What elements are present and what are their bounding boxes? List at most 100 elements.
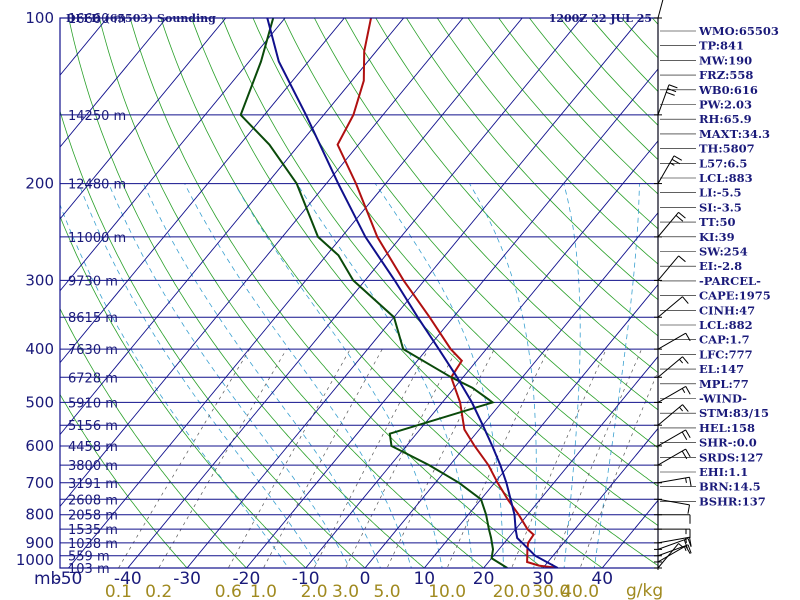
dry-adiabat-line [60, 215, 307, 568]
isotherm-line [305, 140, 658, 568]
wind-barb-feather [687, 544, 692, 554]
wind-barb-feather [685, 448, 691, 458]
wind-barb-shaft [657, 545, 686, 563]
moist-adiabat-line [296, 183, 474, 568]
wind-barb-feather [685, 386, 691, 395]
mixing-ratio-tick-label: 0.6 [215, 582, 242, 600]
index-entry: WMO:65503 [698, 24, 779, 38]
index-entry: EI:-2.8 [699, 259, 742, 273]
wind-barb-half-feather [679, 406, 684, 412]
pressure-tick-label: 400 [25, 340, 54, 358]
temperature-tick-label: -30 [173, 569, 201, 589]
height-label: 7630 m [68, 343, 118, 358]
mixing-ratio-tick-label: 0.2 [145, 582, 172, 600]
wind-barb-half-feather [681, 388, 686, 394]
wind-barb-feather [678, 211, 686, 219]
pressure-tick-label: 900 [25, 534, 54, 552]
isobar-lines [60, 17, 658, 569]
index-entry: EL:147 [699, 362, 744, 376]
mixing-ratio-tick-label: 10.0 [428, 582, 466, 600]
isotherm-line [364, 212, 658, 568]
index-entry: EHI:1.1 [699, 465, 748, 479]
dry-adiabat-line [191, 18, 658, 567]
height-label: 1535 m [68, 523, 118, 538]
wind-barb-feather [681, 431, 688, 441]
dry-adiabat-line [313, 18, 658, 411]
index-entry: CINH:47 [699, 303, 755, 317]
mixing-ratio-tick-label: 5.0 [374, 582, 401, 600]
isotherm-line [483, 355, 658, 568]
wind-barb-half-feather [685, 537, 687, 543]
pressure-tick-label: 800 [25, 506, 54, 524]
dry-adiabat-line [252, 18, 658, 487]
isotherm-line [60, 18, 405, 436]
index-entry: BSHR:137 [699, 494, 766, 508]
dry-adiabat-line [406, 18, 658, 301]
temperature-tick-label: 20 [473, 569, 495, 589]
mixing-ratio-line [313, 348, 429, 568]
temperature-tick-label: 10 [413, 569, 435, 589]
index-entry: SW:254 [699, 245, 748, 259]
height-label: 2058 m [68, 509, 118, 524]
dry-adiabat-line [436, 18, 658, 265]
adiabat-lines [60, 18, 658, 568]
index-entry: CAP:1.7 [699, 333, 750, 347]
chart-title: DFFD (65503) Sounding [66, 12, 216, 25]
wind-barb-feather [685, 429, 691, 439]
mixing-ratio-tick-label: 0.1 [105, 582, 132, 600]
mixing-ratio-tick-label: 20.0 [493, 582, 531, 600]
moist-adiabat-line [184, 183, 412, 568]
index-entry: SRDS:127 [699, 450, 763, 464]
plot-frame [59, 17, 659, 569]
sounding-profiles [239, 18, 559, 568]
index-entry: LI:-5.5 [699, 186, 742, 200]
mixing-ratio-line [511, 348, 607, 568]
height-label: 4458 m [68, 440, 118, 455]
index-entry: STM:83/15 [699, 406, 769, 420]
moist-adiabat-line [108, 183, 351, 568]
wind-barb-feather [682, 356, 689, 364]
dry-adiabat-line [221, 18, 658, 527]
pressure-tick-label: 300 [25, 271, 54, 289]
temperature-tick-label: 40 [591, 569, 613, 589]
mixing-ratio-line [118, 348, 250, 568]
dry-adiabat-line [60, 393, 188, 568]
dry-adiabat-line [60, 109, 366, 568]
isotherm-line [127, 18, 583, 568]
height-label: 9730 m [68, 274, 118, 289]
wind-barb-shaft [657, 332, 686, 350]
dry-adiabat-line [68, 18, 425, 568]
wind-barb-feather [668, 84, 678, 89]
mixing-ratio-line [345, 348, 458, 568]
index-entry: TP:841 [699, 39, 744, 53]
wind-barb-feather [675, 215, 684, 222]
mixing-ratio-line [158, 348, 287, 568]
mixing-ratio-line [386, 348, 495, 568]
wind-barb-shaft [657, 536, 690, 544]
index-entry: CAPE:1975 [699, 289, 771, 303]
pressure-tick-label: 500 [25, 393, 54, 411]
index-entry: LCL:883 [699, 171, 753, 185]
height-label: 16660 m [68, 12, 126, 27]
isotherm-line [423, 284, 658, 568]
index-entry: LCL:882 [699, 318, 753, 332]
dry-adiabat-line [283, 18, 658, 449]
isotherm-line [67, 18, 523, 568]
wind-barb-feather [682, 296, 689, 304]
dry-adiabat-line [98, 18, 485, 568]
wind-barb-feather [687, 504, 691, 514]
index-entry: -WIND- [699, 392, 747, 406]
mixing-ratio-line [550, 348, 642, 568]
height-label: 12480 m [68, 178, 126, 193]
wind-barb-feather [678, 255, 686, 263]
index-entry: FRZ:558 [699, 68, 753, 82]
height-label: 5156 m [68, 419, 118, 434]
moist-adiabat-line [593, 183, 640, 568]
mixing-ratio-tick-label: 2.0 [301, 582, 328, 600]
height-label: 8615 m [68, 311, 118, 326]
wind-barb-feather [666, 91, 675, 96]
height-label: 6728 m [68, 371, 118, 386]
temperature-tick-label: -40 [114, 569, 142, 589]
isotherm-line [245, 68, 658, 568]
isotherm-line [60, 18, 345, 364]
